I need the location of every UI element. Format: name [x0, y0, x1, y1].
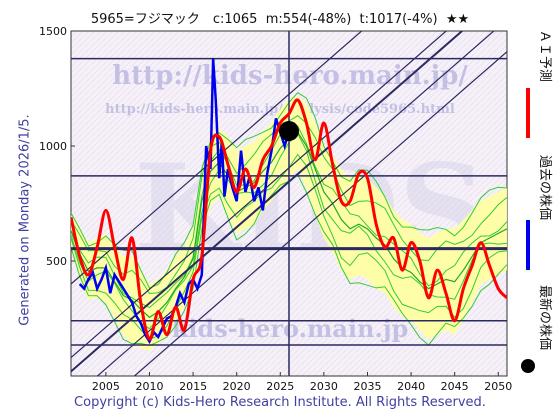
x-tick-label: 2045: [441, 380, 469, 393]
ai-forecast-line: [71, 98, 507, 341]
x-axis: 2005 2010 2015 2020 2025 2030 2035 2040 2045 2050: [92, 372, 512, 393]
copyright-footer: Copyright (c) Kids-Hero Research Institu…: [74, 395, 486, 410]
x-tick-label: 2040: [397, 380, 425, 393]
x-tick-label: 2035: [353, 380, 381, 393]
y-tick-label: 1500: [39, 25, 67, 38]
x-tick-label: 2015: [179, 380, 207, 393]
x-tick-label: 2020: [223, 380, 251, 393]
watermark-url-main: http://kids-hero.main.jp/: [112, 61, 468, 91]
legend-forecast-label: ＡＩ予測: [537, 30, 552, 82]
band-fill: [71, 95, 507, 351]
y-tick-label: 500: [46, 255, 67, 268]
past-price-line: [78, 58, 291, 345]
x-tick-label: 2050: [484, 380, 512, 393]
generated-date-note: Generated on Monday 2026/1/5.: [17, 114, 33, 326]
legend: ＡＩ予測 過去の株価 最新の株価: [521, 30, 553, 373]
y-tick-label: 1000: [39, 140, 67, 153]
watermark-url-bottom: kids-hero.main.jp: [172, 314, 409, 343]
x-tick-label: 2010: [135, 380, 163, 393]
latest-price-marker: [279, 121, 299, 142]
x-tick-label: 2025: [266, 380, 294, 393]
y-axis: 500 1000 1500: [39, 25, 75, 268]
legend-price-label: 過去の株価: [537, 155, 552, 220]
x-tick-label: 2030: [310, 380, 338, 393]
legend-latest-label: 最新の株価: [537, 285, 553, 350]
x-tick-label: 2005: [92, 380, 120, 393]
legend-latest-marker: [521, 359, 535, 373]
chart-title: 5965=フジマック c:1065 m:554(-48%) t:1017(-4%…: [90, 12, 470, 27]
